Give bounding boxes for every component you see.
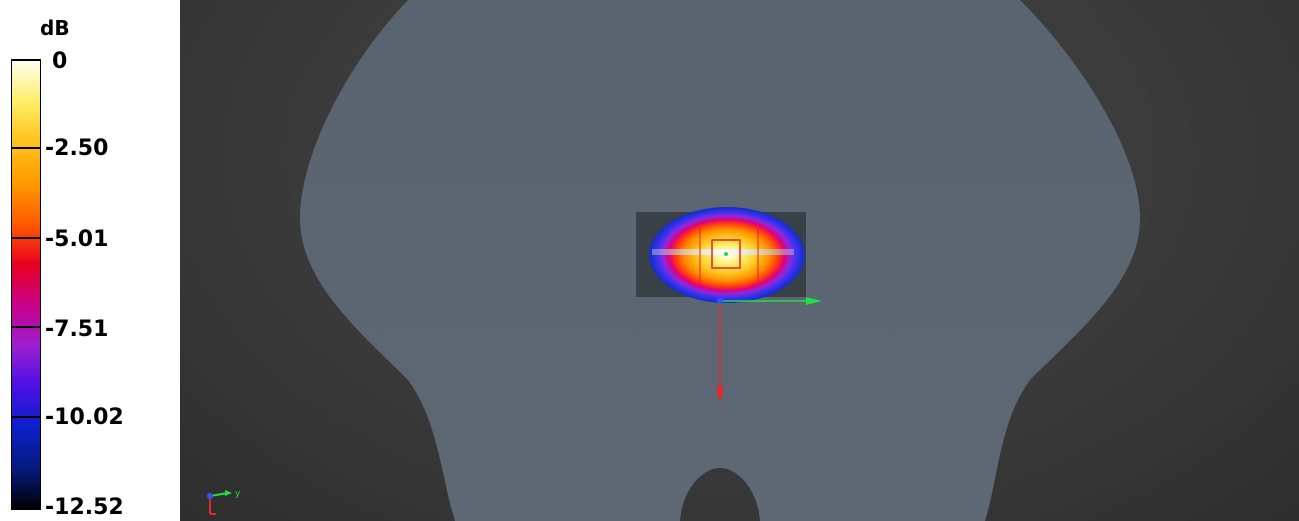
sar-measurement-area[interactable]: [636, 207, 806, 303]
legend-label-5: -12.52: [45, 495, 124, 520]
legend-tick-5: [11, 505, 41, 507]
triad-origin: [207, 493, 213, 499]
coordinate-axes: [716, 297, 822, 404]
legend-tick-3: [11, 326, 41, 328]
legend-label-1: -2.50: [45, 136, 109, 161]
color-scale-legend: dB 0 -2.50 -5.01 -7.51 -10.02 -12.52: [0, 0, 180, 521]
legend-tick-0: [11, 59, 41, 61]
triad-y-arrow: [225, 490, 232, 496]
legend-label-3: -7.51: [45, 317, 109, 342]
viewport-canvas[interactable]: y: [180, 0, 1299, 521]
peak-marker: [724, 252, 728, 256]
x-axis-arrow: [716, 386, 724, 404]
zoom-scan-box[interactable]: [711, 239, 741, 269]
legend-label-4: -10.02: [45, 405, 124, 430]
legend-label-0: 0: [52, 49, 68, 74]
3d-viewport[interactable]: y: [180, 0, 1299, 521]
triad-y-label: y: [235, 489, 241, 499]
y-axis-arrow: [806, 297, 822, 305]
orientation-triad: y: [207, 489, 241, 515]
legend-unit-label: dB: [40, 16, 70, 40]
legend-tick-1: [11, 147, 41, 149]
legend-tick-2: [11, 237, 41, 239]
legend-label-2: -5.01: [45, 227, 109, 252]
legend-tick-4: [11, 416, 41, 418]
axes-origin: [717, 298, 723, 304]
beam-highlight: [652, 249, 794, 255]
legend-color-bar: [11, 60, 41, 510]
